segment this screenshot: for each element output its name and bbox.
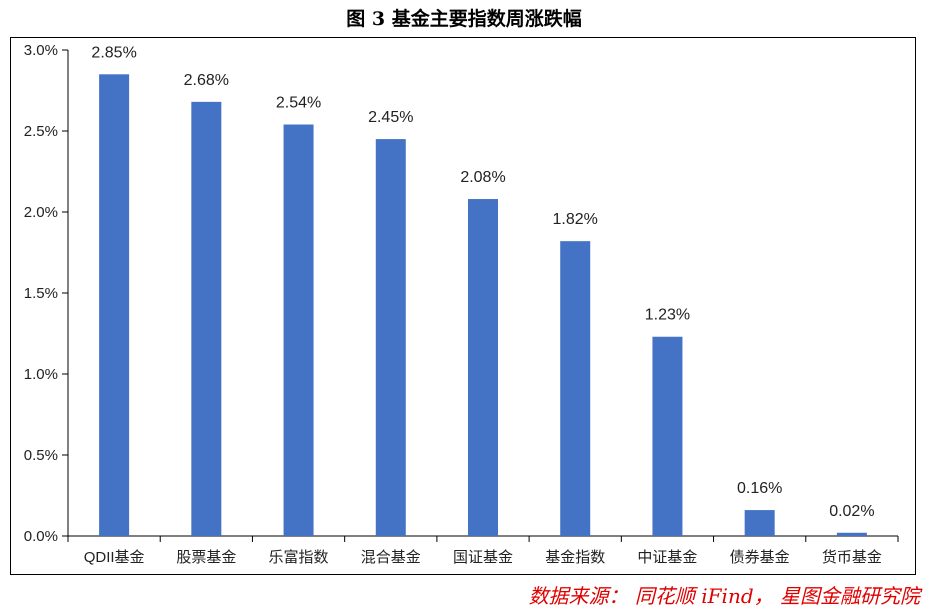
data-label: 0.02% <box>829 503 874 520</box>
x-tick-label: 乐富指数 <box>269 548 329 566</box>
y-tick-label: 2.0% <box>24 204 58 221</box>
y-tick-label: 0.5% <box>24 447 58 464</box>
data-label: 1.23% <box>645 307 690 324</box>
bar <box>836 532 867 536</box>
chart-frame <box>10 37 916 575</box>
data-label: 2.54% <box>276 95 321 112</box>
x-tick-label: 混合基金 <box>361 549 421 566</box>
y-tick-label: 3.0% <box>24 42 58 59</box>
x-tick-label: 债券基金 <box>730 549 790 566</box>
y-tick-label: 1.0% <box>24 366 58 383</box>
data-label: 1.82% <box>553 211 598 228</box>
y-tick-label: 1.5% <box>24 285 58 302</box>
data-label: 2.68% <box>184 72 229 89</box>
data-label: 2.45% <box>368 109 413 126</box>
bar <box>652 336 683 536</box>
bar <box>560 241 591 536</box>
x-tick-label: QDII基金 <box>84 549 145 566</box>
x-tick-label: 国证基金 <box>453 549 513 566</box>
data-label: 2.85% <box>91 44 136 61</box>
bar <box>468 199 498 537</box>
data-label: 2.08% <box>460 169 505 186</box>
data-source-note: 数据来源： 同花顺 iFind， 星图金融研究院 <box>528 584 920 608</box>
bar <box>283 124 314 537</box>
y-tick-label: 0.0% <box>24 528 58 545</box>
x-tick-label: 货币基金 <box>822 549 882 566</box>
x-tick-label: 基金指数 <box>545 549 605 566</box>
bar <box>744 510 775 536</box>
bar <box>99 74 130 537</box>
data-label: 0.16% <box>737 480 782 497</box>
chart-title: 图 3 基金主要指数周涨跌幅 <box>346 8 582 30</box>
y-tick-label: 2.5% <box>24 123 58 140</box>
bar <box>191 101 222 536</box>
x-tick-label: 股票基金 <box>176 549 236 566</box>
bar <box>375 139 406 536</box>
x-tick-label: 中证基金 <box>637 549 697 566</box>
